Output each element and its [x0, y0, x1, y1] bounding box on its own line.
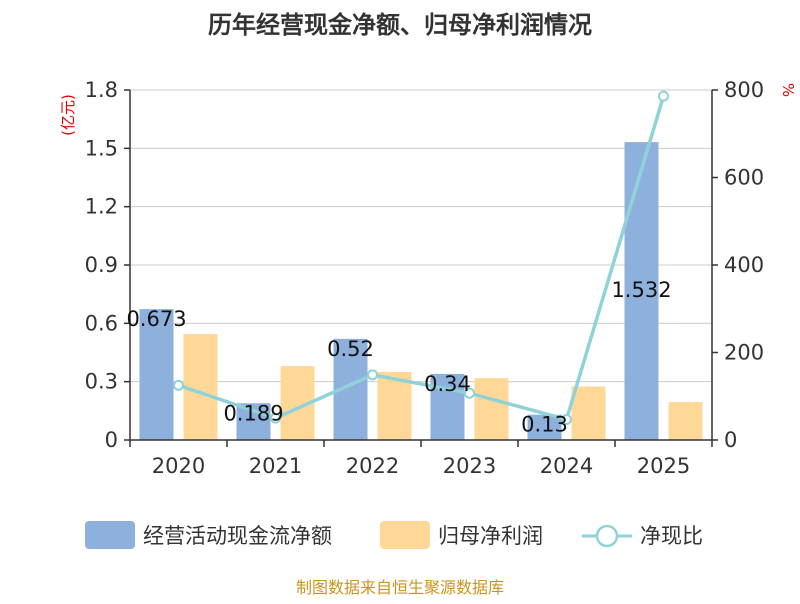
right-axis-label: % [779, 83, 797, 97]
ratio-point [658, 90, 669, 102]
left-tick-label: 0 [105, 428, 118, 452]
axes: 0 0.3 0.6 0.9 1.2 1.5 1.8 0 200 400 600 800 2020 2021… [85, 78, 765, 478]
x-tick-label: 2024 [540, 454, 593, 478]
ratio-point [561, 413, 572, 425]
right-tick-label: 400 [724, 253, 764, 277]
left-tick-label: 0.6 [85, 311, 118, 335]
left-tick-label: 1.5 [85, 136, 118, 160]
data-labels: 0.673 0.189 0.52 0.34 0.13 1.532 [126, 278, 671, 437]
bar-net-profit [571, 386, 606, 440]
legend-label-net-profit: 归母净利润 [438, 524, 543, 548]
left-tick-label: 1.2 [85, 195, 118, 219]
right-tick-label: 600 [724, 166, 764, 190]
legend-label-ratio: 净现比 [640, 524, 703, 548]
legend-swatch-cashflow [85, 521, 135, 549]
bar-net-profit [668, 402, 703, 440]
bar-value-label: 1.532 [611, 278, 671, 302]
right-tick-label: 200 [724, 341, 764, 365]
x-tick-label: 2023 [443, 454, 496, 478]
left-tick-label: 0.3 [85, 370, 118, 394]
legend-swatch-net-profit [380, 521, 430, 549]
chart-title: 历年经营现金净额、归母净利润情况 [208, 11, 592, 39]
bar-value-label: 0.34 [424, 372, 471, 396]
x-tick-label: 2020 [152, 454, 205, 478]
ratio-line [173, 90, 669, 425]
bar-value-label: 0.52 [327, 337, 374, 361]
legend-marker-ratio [595, 524, 619, 548]
x-tick-label: 2025 [637, 454, 690, 478]
x-tick-label: 2021 [249, 454, 302, 478]
left-tick-label: 1.8 [85, 78, 118, 102]
ratio-point [367, 369, 378, 381]
bar-net-profit [183, 334, 218, 440]
grid-lines [130, 89, 712, 383]
bar-value-label: 0.189 [223, 401, 283, 425]
bar-cashflow [527, 414, 562, 440]
x-tick-label: 2022 [346, 454, 399, 478]
left-axis-label: (亿元) [59, 94, 77, 136]
ratio-point [464, 387, 475, 399]
bar-cashflow [624, 142, 659, 440]
legend-label-cashflow: 经营活动现金流净额 [143, 524, 332, 548]
ratio-line-path [177, 95, 666, 422]
left-tick-label: 0.9 [85, 253, 118, 277]
legend: 经营活动现金流净额 归母净利润 净现比 [85, 521, 703, 549]
bar-cashflow [430, 373, 465, 440]
right-tick-label: 800 [724, 78, 764, 102]
bar-cashflow [139, 309, 174, 440]
ratio-point [173, 379, 184, 391]
bar-value-label: 0.673 [126, 307, 186, 331]
ratio-point [270, 412, 281, 424]
source-text: 制图数据来自恒生聚源数据库 [296, 578, 504, 597]
bar-net-profit [377, 371, 412, 440]
bar-value-label: 0.13 [521, 413, 568, 437]
bar-net-profit [474, 378, 509, 440]
right-tick-label: 0 [724, 428, 737, 452]
